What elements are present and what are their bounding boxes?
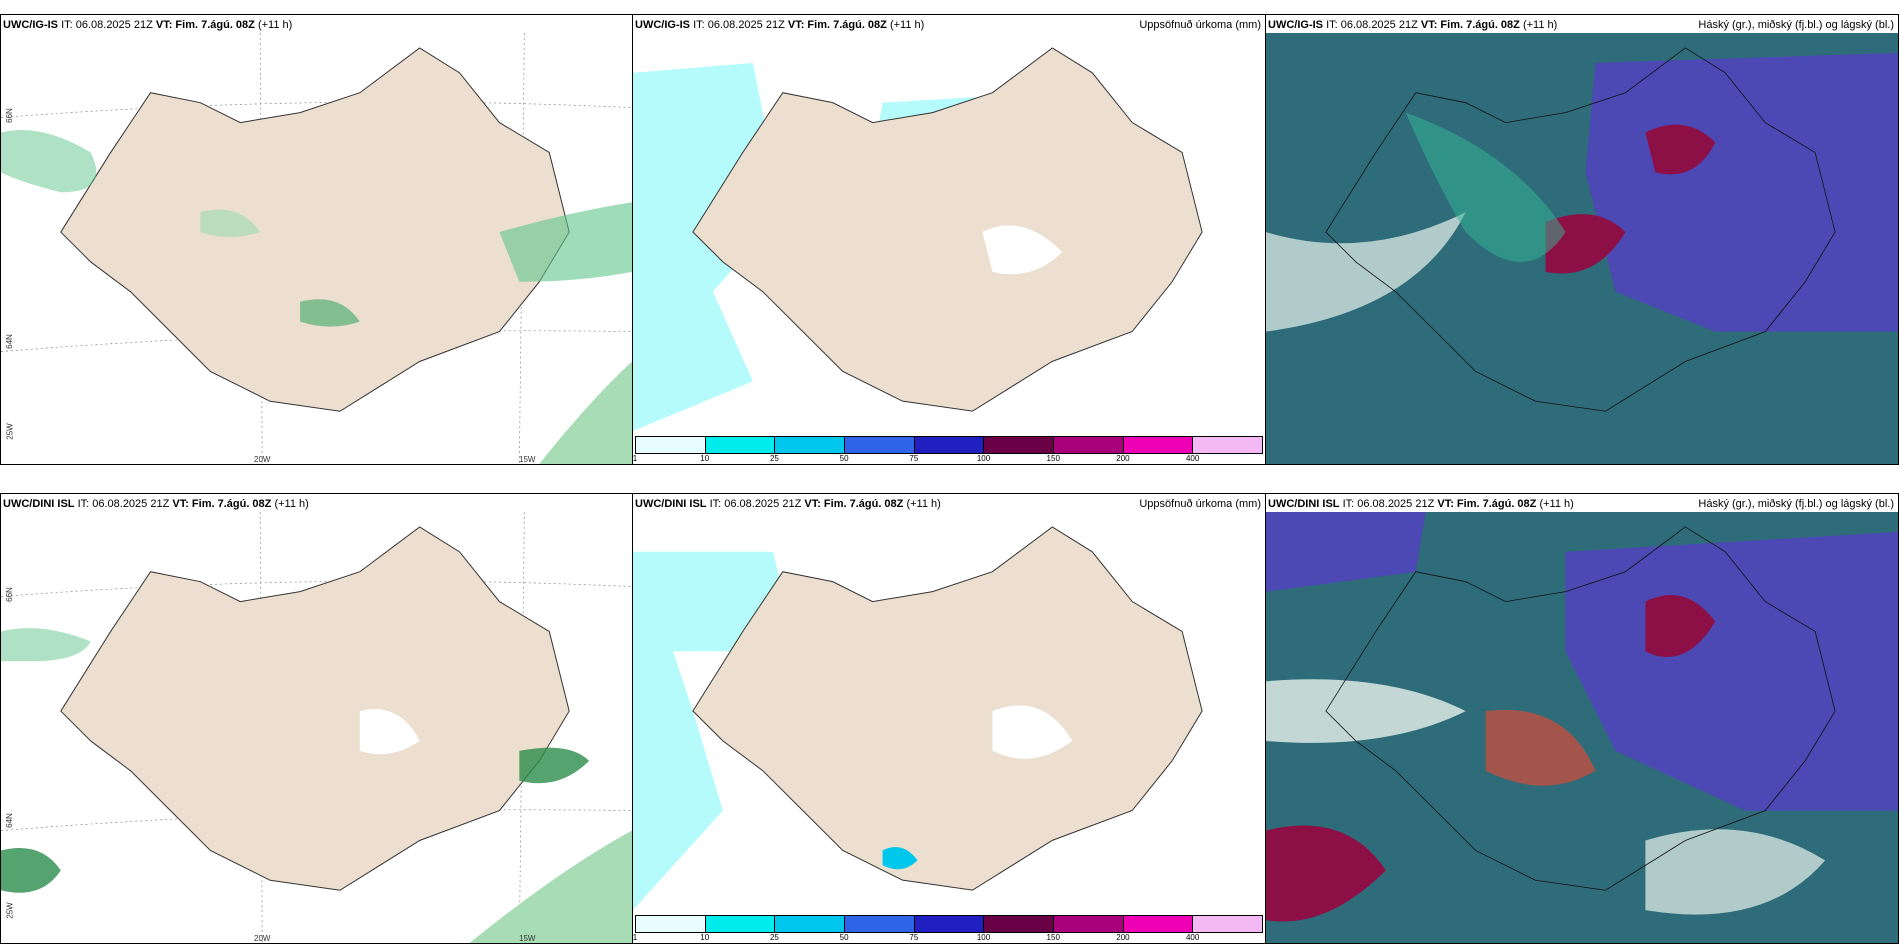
legend-label: 100 [976, 454, 991, 463]
legend-seg [845, 437, 915, 453]
wind-precip-map [1, 33, 632, 464]
panel-header: UWC/IG-IS IT: 06.08.2025 21Z VT: Fim. 7.… [1268, 18, 1896, 32]
legend-seg [1193, 916, 1263, 932]
cloud-map [1266, 33, 1898, 464]
lon-label-25: 25W [5, 902, 15, 919]
lead-time: (+11 h) [1539, 498, 1574, 510]
legend-colorbar [635, 436, 1263, 454]
legend-label: 75 [909, 933, 919, 942]
legend-seg [775, 916, 846, 932]
legend-colorbar [635, 915, 1263, 933]
panel-header: UWC/IG-IS IT: 06.08.2025 21Z VT: Fim. 7.… [3, 18, 630, 32]
model-name: UWC/DINI ISL [635, 498, 707, 510]
legend-seg [1193, 437, 1263, 453]
precip-map [633, 512, 1265, 913]
panel-header: UWC/IG-IS IT: 06.08.2025 21Z VT: Fim. 7.… [635, 18, 1263, 32]
model-name: UWC/DINI ISL [1268, 498, 1340, 510]
legend-label: 400 [1185, 454, 1200, 463]
panel-top-right: UWC/IG-IS IT: 06.08.2025 21Z VT: Fim. 7.… [1265, 14, 1899, 465]
legend-seg [636, 437, 706, 453]
init-time: IT: 06.08.2025 21Z [77, 498, 170, 510]
panel-header: UWC/DINI ISL IT: 06.08.2025 21Z VT: Fim.… [1268, 497, 1896, 511]
legend-seg [984, 916, 1055, 932]
precip-legend: 1 10 25 50 75 100 150 200 400 [633, 434, 1265, 464]
valid-time: VT: Fim. 7.ágú. 08Z [1420, 19, 1520, 31]
lat-label-64: 64N [4, 813, 14, 828]
lat-label-66: 66N [4, 587, 14, 602]
legend-seg [775, 437, 846, 453]
legend-labels: 1 10 25 50 75 100 150 200 400 [632, 454, 1263, 464]
legend-seg [705, 916, 776, 932]
init-time: IT: 06.08.2025 21Z [1326, 19, 1418, 31]
legend-seg [914, 437, 985, 453]
cloud-map [1266, 512, 1898, 943]
legend-seg [984, 437, 1055, 453]
model-name: UWC/IG-IS [635, 19, 690, 31]
lon-label-20: 20W [254, 934, 271, 943]
wind-precip-map [1, 512, 632, 943]
lat-label-64: 64N [4, 334, 14, 349]
panel-top-middle: UWC/IG-IS IT: 06.08.2025 21Z VT: Fim. 7.… [632, 14, 1266, 465]
lon-label-20: 20W [254, 455, 271, 464]
lead-time: (+11 h) [889, 19, 925, 31]
legend-label: 200 [1116, 933, 1130, 942]
legend-label: 50 [839, 933, 849, 942]
valid-time: VT: Fim. 7.ágú. 08Z [1437, 498, 1537, 510]
lon-label-25: 25W [5, 423, 15, 440]
legend-label: 25 [769, 933, 779, 942]
lead-time: (+11 h) [274, 498, 309, 510]
legend-label: 200 [1116, 454, 1130, 463]
field-title: Uppsöfnuð úrkoma (mm) [1139, 19, 1261, 31]
panel-header: UWC/DINI ISL IT: 06.08.2025 21Z VT: Fim.… [3, 497, 630, 511]
legend-label: 1 [632, 933, 638, 942]
legend-seg [636, 916, 706, 932]
panel-bottom-left: UWC/DINI ISL IT: 06.08.2025 21Z VT: Fim.… [0, 493, 633, 944]
valid-time: VT: Fim. 7.ágú. 08Z [155, 19, 255, 31]
lead-time: (+11 h) [906, 498, 941, 510]
field-title: Uppsöfnuð úrkoma (mm) [1139, 498, 1261, 510]
panel-bottom-middle: UWC/DINI ISL IT: 06.08.2025 21Z VT: Fim.… [632, 493, 1266, 944]
model-name: UWC/DINI ISL [3, 498, 75, 510]
init-time: IT: 06.08.2025 21Z [61, 19, 153, 31]
legend-label: 10 [700, 454, 710, 463]
legend-seg [1123, 916, 1194, 932]
legend-label: 25 [769, 454, 779, 463]
precip-map [633, 33, 1265, 434]
legend-seg [705, 437, 776, 453]
init-time: IT: 06.08.2025 21Z [693, 19, 785, 31]
model-name: UWC/IG-IS [3, 19, 58, 31]
valid-time: VT: Fim. 7.ágú. 08Z [787, 19, 887, 31]
init-time: IT: 06.08.2025 21Z [709, 498, 802, 510]
legend-seg [1123, 437, 1194, 453]
legend-label: 50 [839, 454, 849, 463]
legend-label: 400 [1185, 933, 1200, 942]
lon-label-15: 15W [519, 455, 536, 464]
legend-seg [914, 916, 985, 932]
panel-header: UWC/DINI ISL IT: 06.08.2025 21Z VT: Fim.… [635, 497, 1263, 511]
panel-bottom-right: UWC/DINI ISL IT: 06.08.2025 21Z VT: Fim.… [1265, 493, 1899, 944]
valid-time: VT: Fim. 7.ágú. 08Z [172, 498, 272, 510]
model-name: UWC/IG-IS [1268, 19, 1323, 31]
legend-labels: 1 10 25 50 75 100 150 200 400 [632, 933, 1263, 943]
legend-seg [1054, 437, 1124, 453]
lead-time: (+11 h) [1522, 19, 1558, 31]
lon-label-15: 15W [519, 934, 536, 943]
precip-legend: 1 10 25 50 75 100 150 200 400 [633, 913, 1265, 943]
panel-top-left: UWC/IG-IS IT: 06.08.2025 21Z VT: Fim. 7.… [0, 14, 633, 465]
legend-label: 150 [1046, 933, 1060, 942]
legend-label: 1 [632, 454, 638, 463]
legend-seg [845, 916, 915, 932]
lat-label-66: 66N [4, 108, 14, 123]
init-time: IT: 06.08.2025 21Z [1342, 498, 1435, 510]
valid-time: VT: Fim. 7.ágú. 08Z [804, 498, 904, 510]
field-title: Háský (gr.), miðský (fj.bl.) og lágský (… [1698, 498, 1894, 510]
lead-time: (+11 h) [257, 19, 293, 31]
legend-label: 75 [909, 454, 919, 463]
legend-label: 150 [1046, 454, 1060, 463]
field-title: Háský (gr.), miðský (fj.bl.) og lágský (… [1698, 19, 1894, 31]
legend-label: 10 [700, 933, 710, 942]
legend-seg [1054, 916, 1124, 932]
legend-label: 100 [976, 933, 991, 942]
